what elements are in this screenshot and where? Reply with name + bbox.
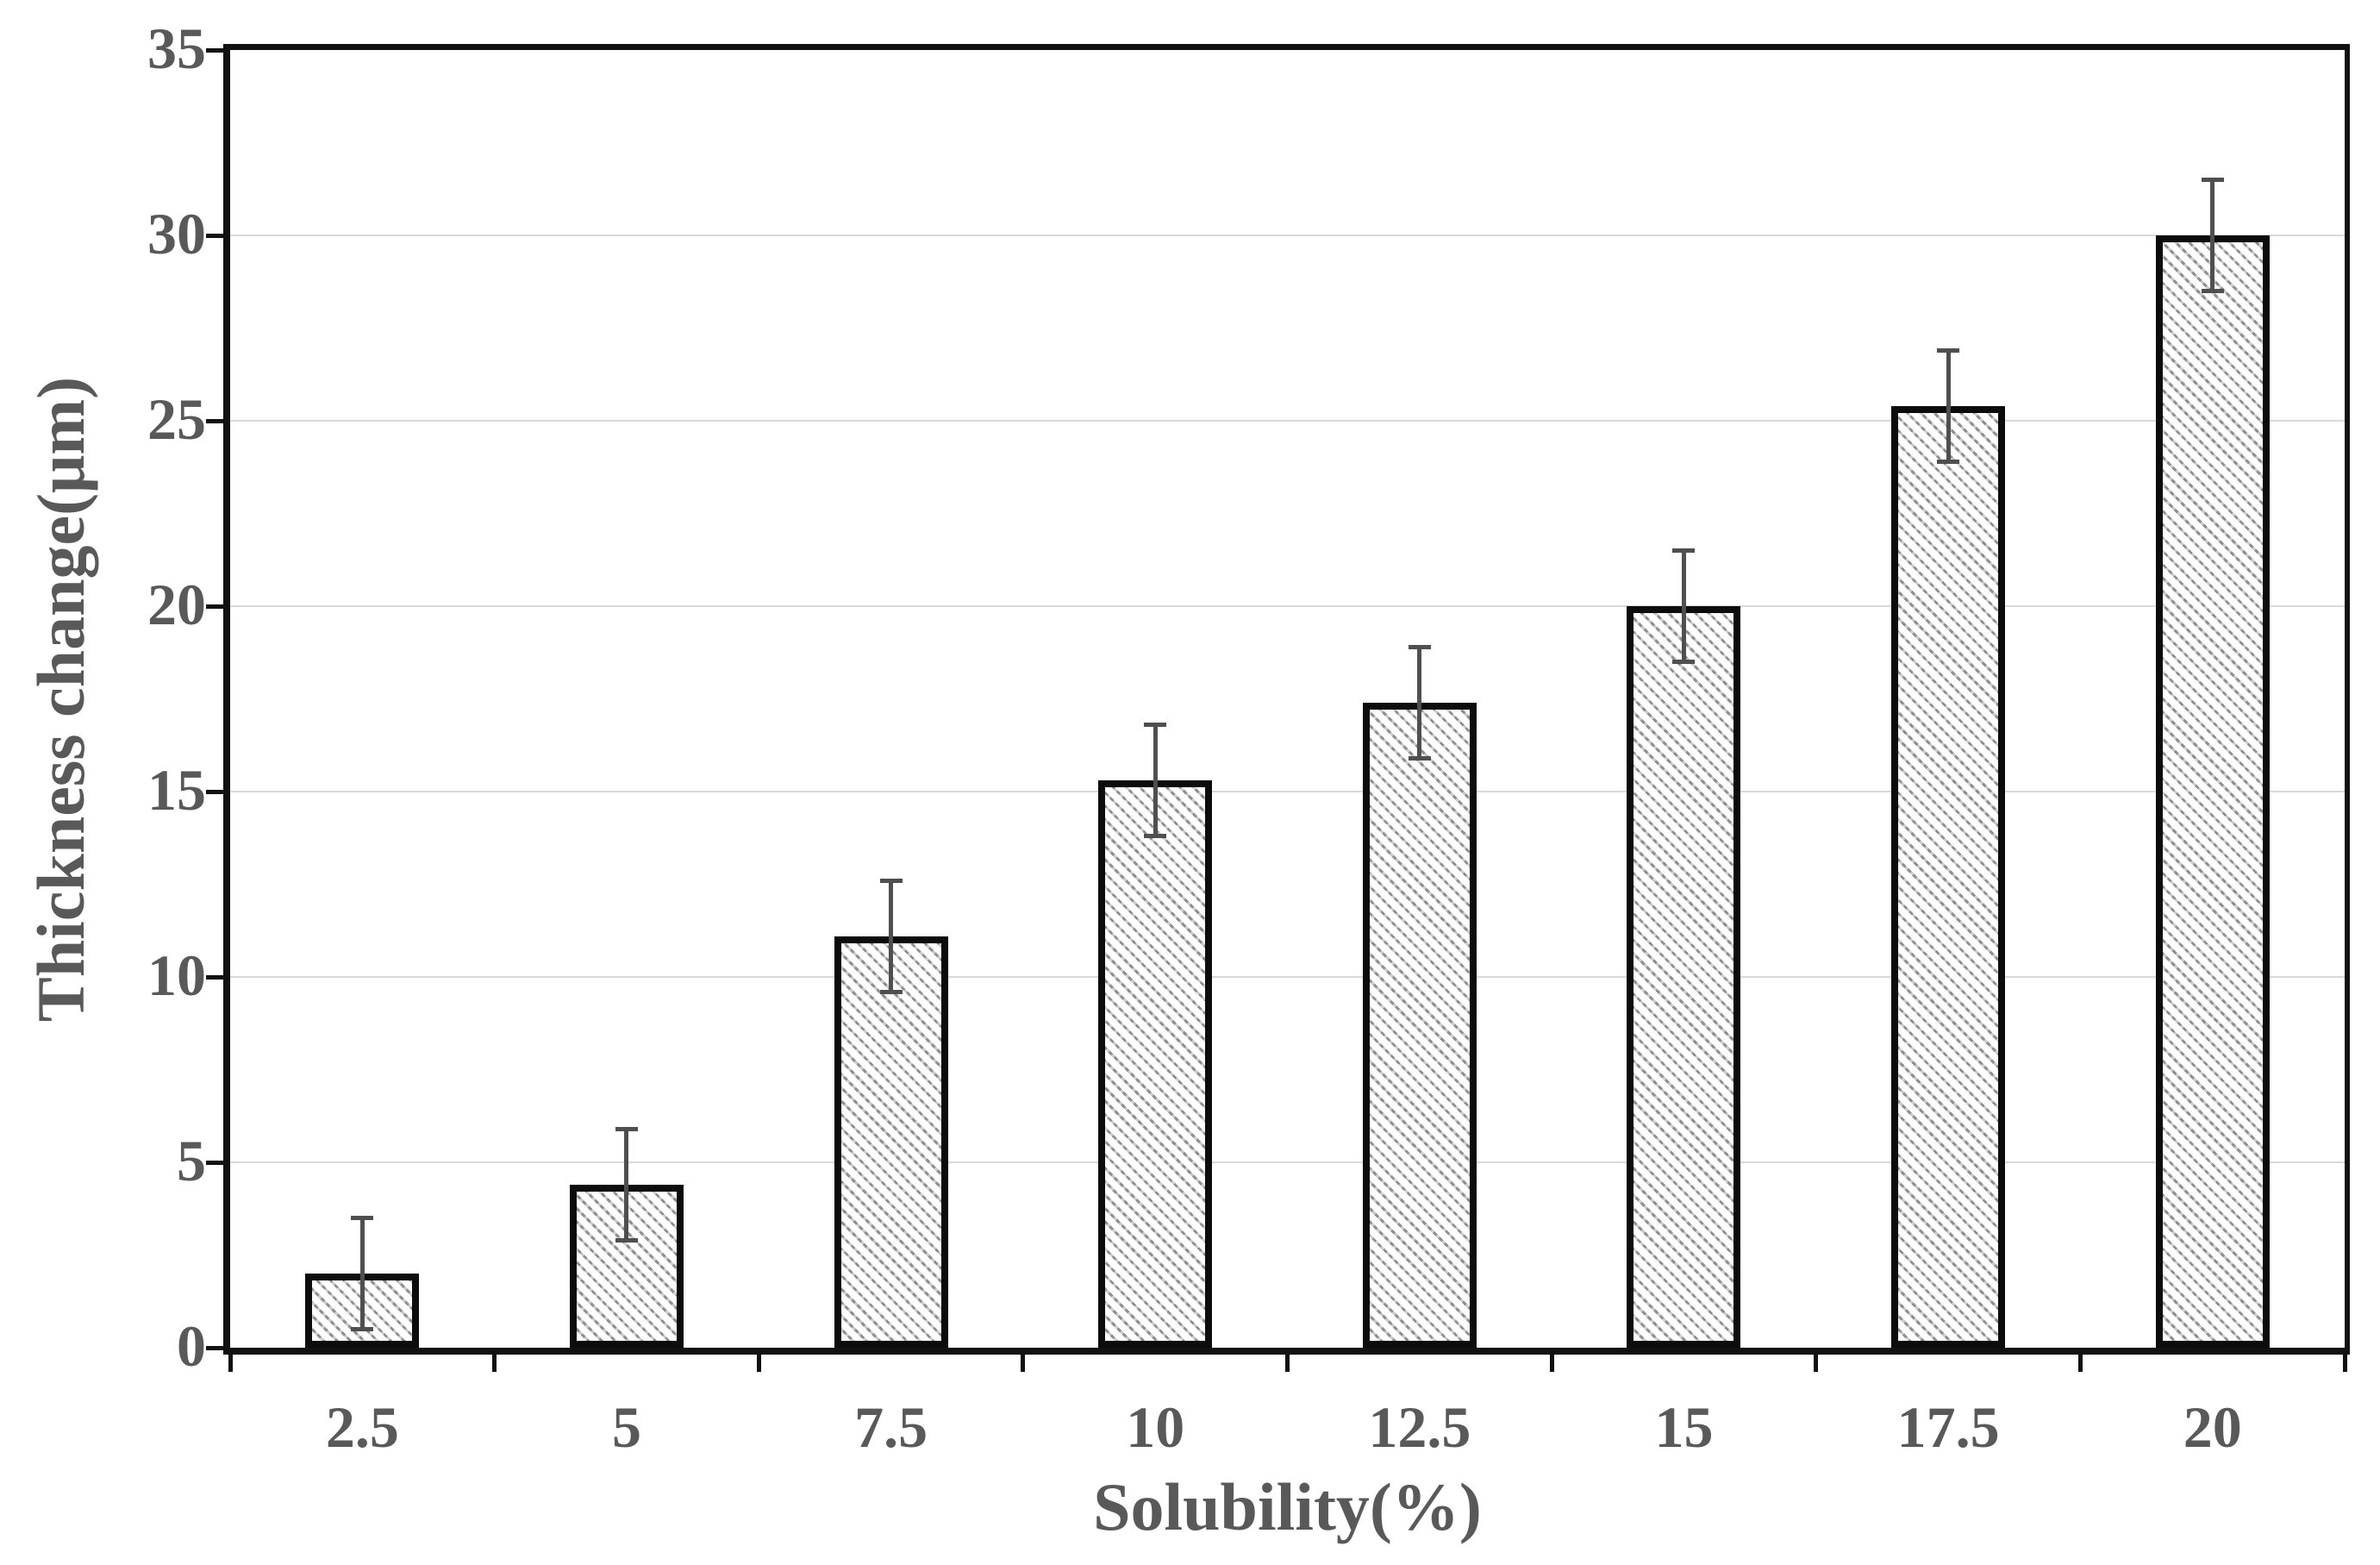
y-gridline (230, 976, 2345, 978)
error-bar-line (889, 880, 894, 992)
y-gridline (230, 791, 2345, 792)
x-tick-label: 5 (611, 1394, 641, 1460)
error-bar-cap-bottom (879, 989, 903, 994)
bar (1627, 606, 1741, 1348)
y-tick-label: 15 (147, 756, 206, 823)
error-bar-cap-top (879, 878, 903, 883)
error-bar-cap-bottom (1144, 834, 1167, 839)
x-axis-tick (2342, 1355, 2347, 1372)
x-axis-tick (2077, 1355, 2083, 1372)
error-bar-cap-bottom (1937, 459, 1960, 464)
error-bar-line (624, 1129, 629, 1241)
y-tick-label: 30 (147, 200, 206, 266)
bar (1098, 780, 1213, 1348)
x-tick-label: 20 (2183, 1394, 2242, 1460)
y-gridline (230, 1161, 2345, 1163)
x-axis-tick (1285, 1355, 1290, 1372)
error-bar-line (1153, 724, 1158, 836)
error-bar-line (359, 1218, 365, 1330)
bar (834, 936, 948, 1348)
y-tick-label: 0 (177, 1312, 206, 1379)
y-axis-title: Thickness change(μm) (23, 376, 98, 1022)
x-axis-tick (228, 1355, 233, 1372)
x-tick-label: 17.5 (1896, 1394, 2000, 1460)
error-bar-cap-top (1937, 347, 1960, 353)
error-bar-cap-top (1672, 548, 1696, 553)
x-axis-tick (1021, 1355, 1026, 1372)
x-tick-label: 7.5 (854, 1394, 928, 1460)
y-tick-label: 35 (147, 15, 206, 81)
x-axis-tick (756, 1355, 761, 1372)
error-bar-cap-top (1408, 644, 1431, 649)
y-axis-tick (206, 789, 223, 794)
y-tick-label: 20 (147, 571, 206, 637)
x-tick-label: 2.5 (325, 1394, 399, 1460)
y-gridline (230, 420, 2345, 422)
x-tick-label: 10 (1126, 1394, 1185, 1460)
error-bar-line (1417, 647, 1422, 759)
y-axis-tick (206, 604, 223, 609)
x-axis-title: Solubility(%) (1093, 1469, 1482, 1544)
error-bar-cap-top (615, 1126, 638, 1131)
y-axis-tick (206, 1345, 223, 1350)
error-bar-cap-top (1144, 723, 1167, 728)
y-axis-tick (206, 418, 223, 423)
error-bar-cap-top (351, 1216, 374, 1220)
y-tick-label: 25 (147, 385, 206, 452)
y-axis-tick (206, 974, 223, 980)
y-tick-label: 10 (147, 942, 206, 1008)
error-bar-cap-bottom (615, 1237, 638, 1243)
y-axis-tick (206, 1160, 223, 1165)
y-tick-label: 5 (177, 1127, 206, 1193)
error-bar-cap-bottom (1408, 755, 1431, 761)
error-bar-cap-top (2201, 178, 2224, 182)
x-tick-label: 12.5 (1368, 1394, 1471, 1460)
plot-area: Thickness change(μm) Solubility(%) 0 5 10 1… (23, 19, 2350, 1541)
error-bar-cap-bottom (351, 1327, 374, 1331)
y-gridline (230, 235, 2345, 236)
error-bar-cap-bottom (2201, 289, 2224, 293)
y-axis-tick (206, 47, 223, 53)
x-axis-tick (492, 1355, 497, 1372)
error-bar-line (1946, 350, 1951, 462)
error-bar-cap-bottom (1672, 660, 1696, 664)
x-tick-label: 15 (1654, 1394, 1714, 1460)
y-axis-tick (206, 233, 223, 238)
error-bar-line (2210, 179, 2215, 291)
bar (1891, 405, 2006, 1348)
x-axis-tick (1814, 1355, 1819, 1372)
x-axis-tick (1549, 1355, 1554, 1372)
bar (1362, 702, 1477, 1348)
y-gridline (230, 605, 2345, 607)
bar (2155, 235, 2270, 1348)
error-bar-line (1681, 550, 1686, 662)
